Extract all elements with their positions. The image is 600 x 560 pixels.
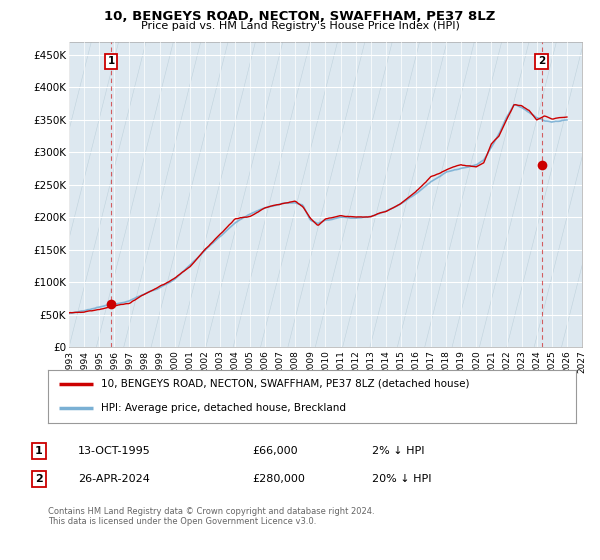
Text: 2% ↓ HPI: 2% ↓ HPI (372, 446, 425, 456)
Text: 26-APR-2024: 26-APR-2024 (78, 474, 150, 484)
Text: Price paid vs. HM Land Registry's House Price Index (HPI): Price paid vs. HM Land Registry's House … (140, 21, 460, 31)
Text: £66,000: £66,000 (252, 446, 298, 456)
Text: 1: 1 (35, 446, 43, 456)
Text: 1: 1 (107, 57, 115, 67)
Text: Contains HM Land Registry data © Crown copyright and database right 2024.
This d: Contains HM Land Registry data © Crown c… (48, 507, 374, 526)
Text: 13-OCT-1995: 13-OCT-1995 (78, 446, 151, 456)
Text: HPI: Average price, detached house, Breckland: HPI: Average price, detached house, Brec… (101, 403, 346, 413)
Text: 10, BENGEYS ROAD, NECTON, SWAFFHAM, PE37 8LZ (detached house): 10, BENGEYS ROAD, NECTON, SWAFFHAM, PE37… (101, 379, 469, 389)
Text: 2: 2 (538, 57, 545, 67)
Text: 20% ↓ HPI: 20% ↓ HPI (372, 474, 431, 484)
Text: 2: 2 (35, 474, 43, 484)
Text: £280,000: £280,000 (252, 474, 305, 484)
Text: 10, BENGEYS ROAD, NECTON, SWAFFHAM, PE37 8LZ: 10, BENGEYS ROAD, NECTON, SWAFFHAM, PE37… (104, 10, 496, 23)
